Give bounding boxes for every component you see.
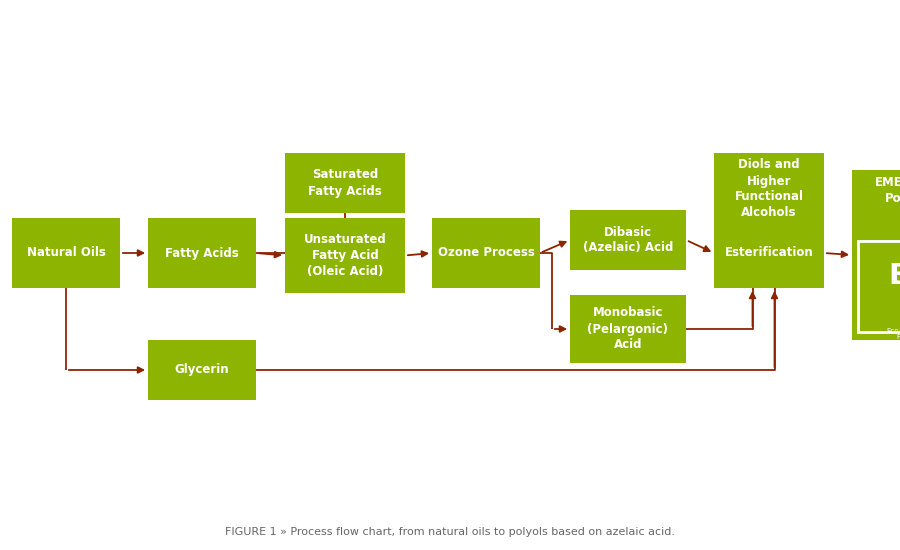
Text: Ep: Ep	[888, 262, 900, 290]
Text: Natural Oils: Natural Oils	[27, 246, 105, 260]
Text: Fatty Acids: Fatty Acids	[165, 246, 238, 260]
Text: Esterification: Esterification	[724, 246, 814, 260]
Text: Ozone Process: Ozone Process	[437, 246, 535, 260]
FancyBboxPatch shape	[285, 218, 405, 293]
FancyBboxPatch shape	[148, 218, 256, 288]
FancyBboxPatch shape	[852, 170, 900, 340]
Text: Saturated
Fatty Acids: Saturated Fatty Acids	[308, 168, 382, 197]
FancyBboxPatch shape	[12, 218, 120, 288]
Text: Eco-Friendly
Polyols: Eco-Friendly Polyols	[886, 327, 900, 340]
FancyBboxPatch shape	[432, 218, 540, 288]
Text: Unsaturated
Fatty Acid
(Oleic Acid): Unsaturated Fatty Acid (Oleic Acid)	[303, 233, 386, 278]
Text: Monobasic
(Pelargonic)
Acid: Monobasic (Pelargonic) Acid	[588, 306, 669, 351]
FancyBboxPatch shape	[714, 153, 824, 225]
FancyBboxPatch shape	[714, 218, 824, 288]
FancyBboxPatch shape	[285, 153, 405, 213]
Text: FIGURE 1 » Process flow chart, from natural oils to polyols based on azelaic aci: FIGURE 1 » Process flow chart, from natu…	[225, 527, 675, 537]
FancyBboxPatch shape	[570, 295, 686, 363]
Text: Diols and
Higher
Functional
Alcohols: Diols and Higher Functional Alcohols	[734, 158, 804, 219]
Text: Glycerin: Glycerin	[175, 364, 230, 377]
FancyBboxPatch shape	[570, 210, 686, 270]
FancyBboxPatch shape	[148, 340, 256, 400]
Text: Dibasic
(Azelaic) Acid: Dibasic (Azelaic) Acid	[583, 226, 673, 255]
FancyBboxPatch shape	[858, 241, 900, 332]
Text: EMEROX®
Polyols: EMEROX® Polyols	[875, 176, 900, 205]
